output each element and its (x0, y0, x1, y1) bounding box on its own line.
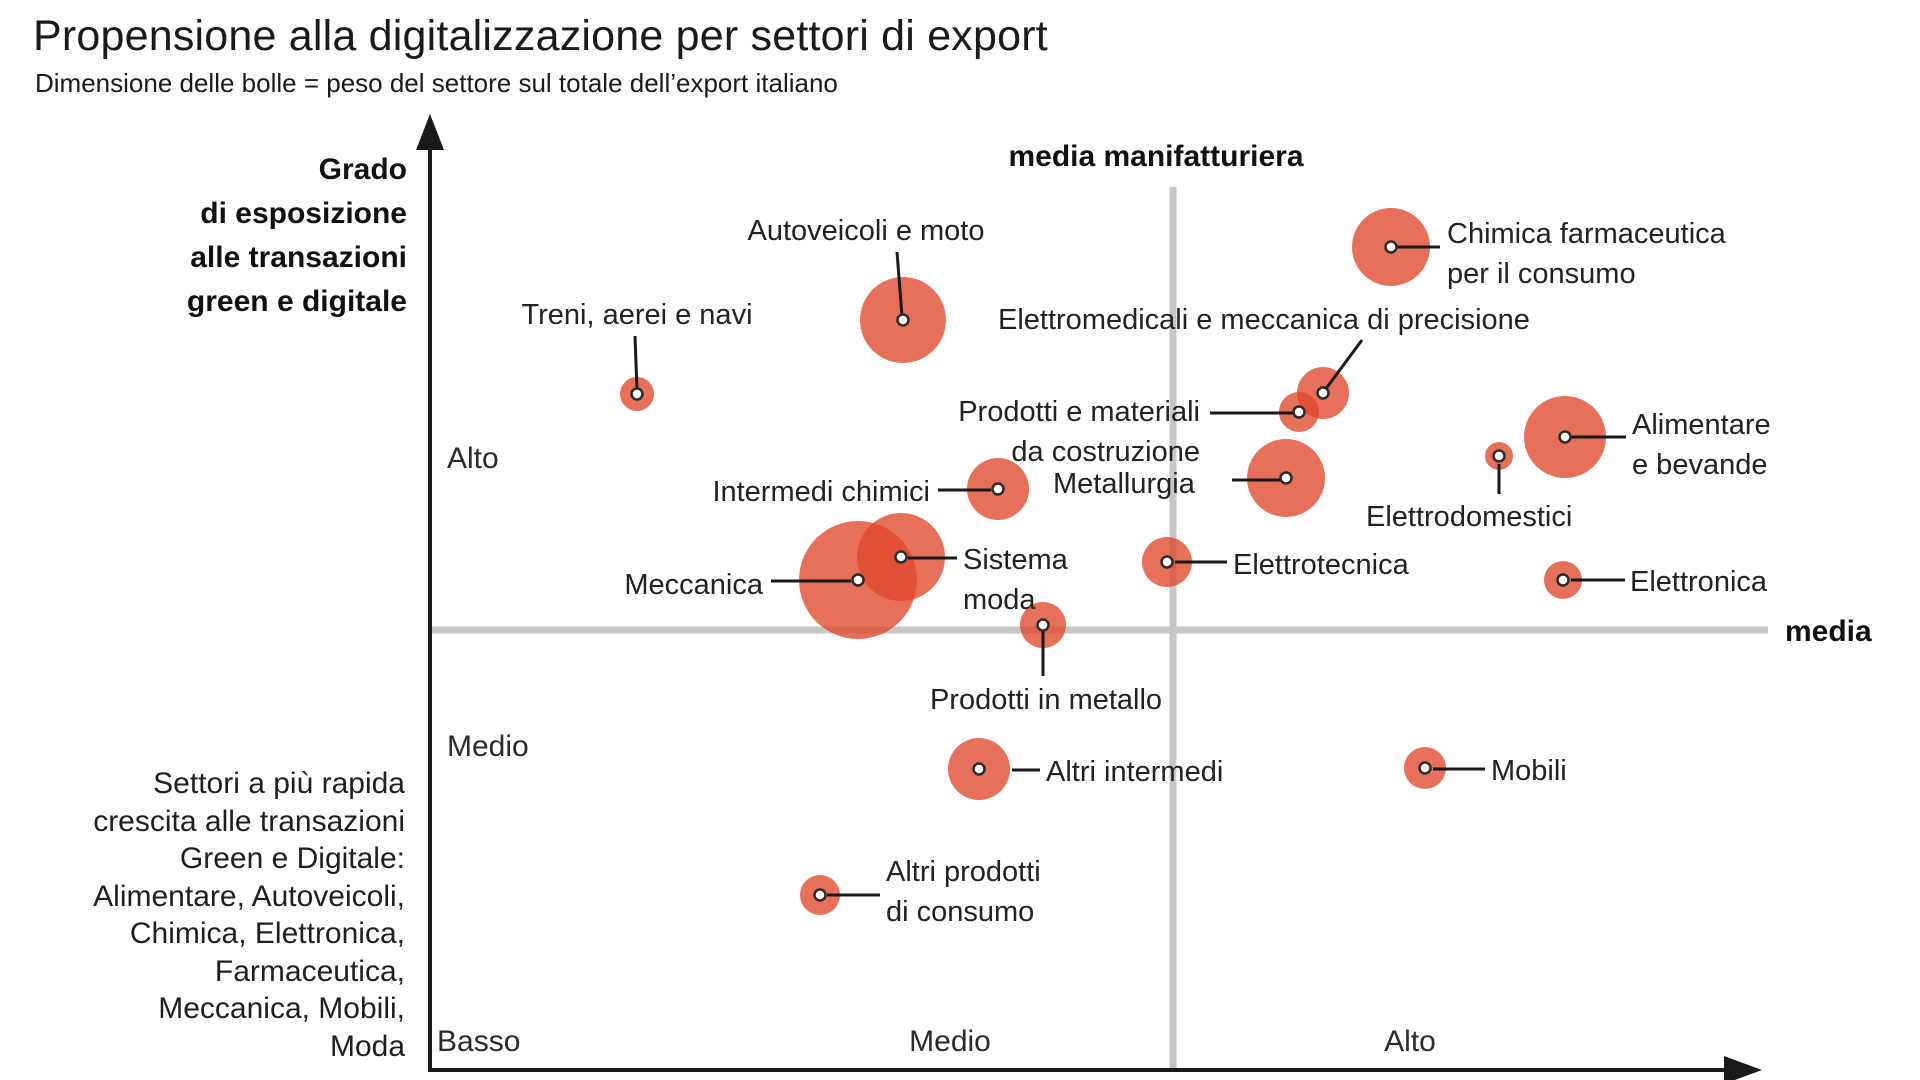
sector-label-alimentare-e-bevande: e bevande (1632, 449, 1767, 481)
x-tick-alto: Alto (1384, 1025, 1436, 1058)
bubble-center-dot-prodotti-in-metallo (1036, 618, 1050, 632)
bubble-center-dot-metallurgia (1279, 471, 1293, 485)
sector-label-altri-prodotti-di-consumo: Altri prodotti (886, 856, 1041, 888)
sector-label-prodotti-e-materiali-da-costruzione: da costruzione (1011, 436, 1200, 468)
note-text: Settori a più rapida crescita alle transa… (0, 765, 405, 1065)
y-axis-title-line: alle transazioni (190, 241, 407, 274)
sector-label-meccanica: Meccanica (624, 569, 763, 601)
leader-line-elettromedicali-e-meccanica-di-precisione (1323, 339, 1364, 391)
bubble-center-dot-meccanica (851, 573, 865, 587)
sector-label-prodotti-e-materiali-da-costruzione: Prodotti e materiali (958, 396, 1200, 428)
horizontal-reference-label: media (1785, 615, 1872, 648)
x-tick-medio: Medio (909, 1025, 991, 1058)
bubble-center-dot-prodotti-e-materiali-da-costruzione (1292, 405, 1306, 419)
bubble-center-dot-altri-prodotti-di-consumo (813, 888, 827, 902)
sector-label-sistema-moda: moda (963, 584, 1036, 616)
sector-label-altri-prodotti-di-consumo: di consumo (886, 896, 1034, 928)
leader-line-treni-aerei-e-navi (633, 335, 639, 391)
bubble-center-dot-alimentare-e-bevande (1558, 430, 1572, 444)
leader-line-autoveicoli-e-moto (895, 251, 904, 317)
note-line: Alimentare, Autoveicoli, (93, 879, 405, 913)
y-axis-title: Grado di esposizione alle transazioni green… (0, 148, 407, 324)
note-line: Chimica, Elettronica, (129, 917, 405, 950)
y-tick-medio: Medio (447, 730, 529, 763)
sector-label-elettrotecnica: Elettrotecnica (1233, 549, 1410, 581)
note-line: Moda (329, 1029, 405, 1063)
sector-label-elettronica: Elettronica (1630, 566, 1768, 598)
chart-title: Propensione alla digitalizzazione per se… (33, 12, 1048, 60)
bubble-center-dot-elettromedicali-e-meccanica-di-precisione (1316, 386, 1330, 400)
bubble-center-dot-elettrotecnica (1160, 555, 1174, 569)
sector-label-elettromedicali-e-meccanica-di-precisione: Elettromedicali e meccanica di precision… (998, 304, 1530, 336)
x-axis-arrow-icon (1724, 1056, 1762, 1080)
sector-label-chimica-farmaceutica-per-il-consumo: Chimica farmaceutica (1447, 218, 1727, 250)
sector-label-elettrodomestici: Elettrodomestici (1366, 501, 1572, 533)
sector-label-alimentare-e-bevande: Alimentare (1632, 409, 1771, 441)
sector-label-altri-intermedi: Altri intermedi (1046, 756, 1223, 788)
sector-label-prodotti-in-metallo: Prodotti in metallo (930, 684, 1162, 716)
sector-label-chimica-farmaceutica-per-il-consumo: per il consumo (1447, 258, 1636, 290)
note-line: Green e Digitale: (179, 842, 405, 875)
bubble-center-dot-autoveicoli-e-moto (896, 313, 910, 327)
bubble-center-dot-elettronica (1556, 573, 1570, 587)
y-axis-title-line: di esposizione (200, 197, 407, 230)
bubble-center-dot-chimica-farmaceutica-per-il-consumo (1384, 240, 1398, 254)
sector-label-autoveicoli-e-moto: Autoveicoli e moto (748, 215, 985, 247)
chart-subtitle: Dimensione delle bolle = peso del settor… (35, 68, 838, 98)
bubble-center-dot-treni-aerei-e-navi (630, 387, 644, 401)
sector-label-metallurgia: Metallurgia (1053, 468, 1196, 500)
sector-label-sistema-moda: Sistema (963, 544, 1069, 576)
note-line: Meccanica, Mobili, (158, 992, 405, 1025)
note-line: Settori a più rapida (153, 767, 405, 800)
note-line: Farmaceutica, (214, 954, 405, 988)
bubble-center-dot-intermedi-chimici (991, 482, 1005, 496)
vertical-reference-label: media manifatturiera (1008, 140, 1303, 173)
bubble-center-dot-elettrodomestici (1492, 449, 1506, 463)
note-line: crescita alle transazioni (93, 804, 405, 838)
bubble-center-dot-mobili (1418, 761, 1432, 775)
bubble-center-dot-sistema-moda (894, 550, 908, 564)
sector-label-intermedi-chimici: Intermedi chimici (712, 476, 930, 508)
y-axis-arrow-icon (416, 114, 444, 150)
sector-label-mobili: Mobili (1491, 755, 1567, 787)
y-tick-alto: Alto (447, 442, 499, 475)
y-axis-title-line: Grado (318, 153, 407, 186)
sector-label-treni-aerei-e-navi: Treni, aerei e navi (521, 299, 752, 331)
y-axis-title-line: green e digitale (186, 285, 407, 318)
x-tick-basso: Basso (437, 1025, 520, 1058)
bubble-center-dot-altri-intermedi (972, 762, 986, 776)
